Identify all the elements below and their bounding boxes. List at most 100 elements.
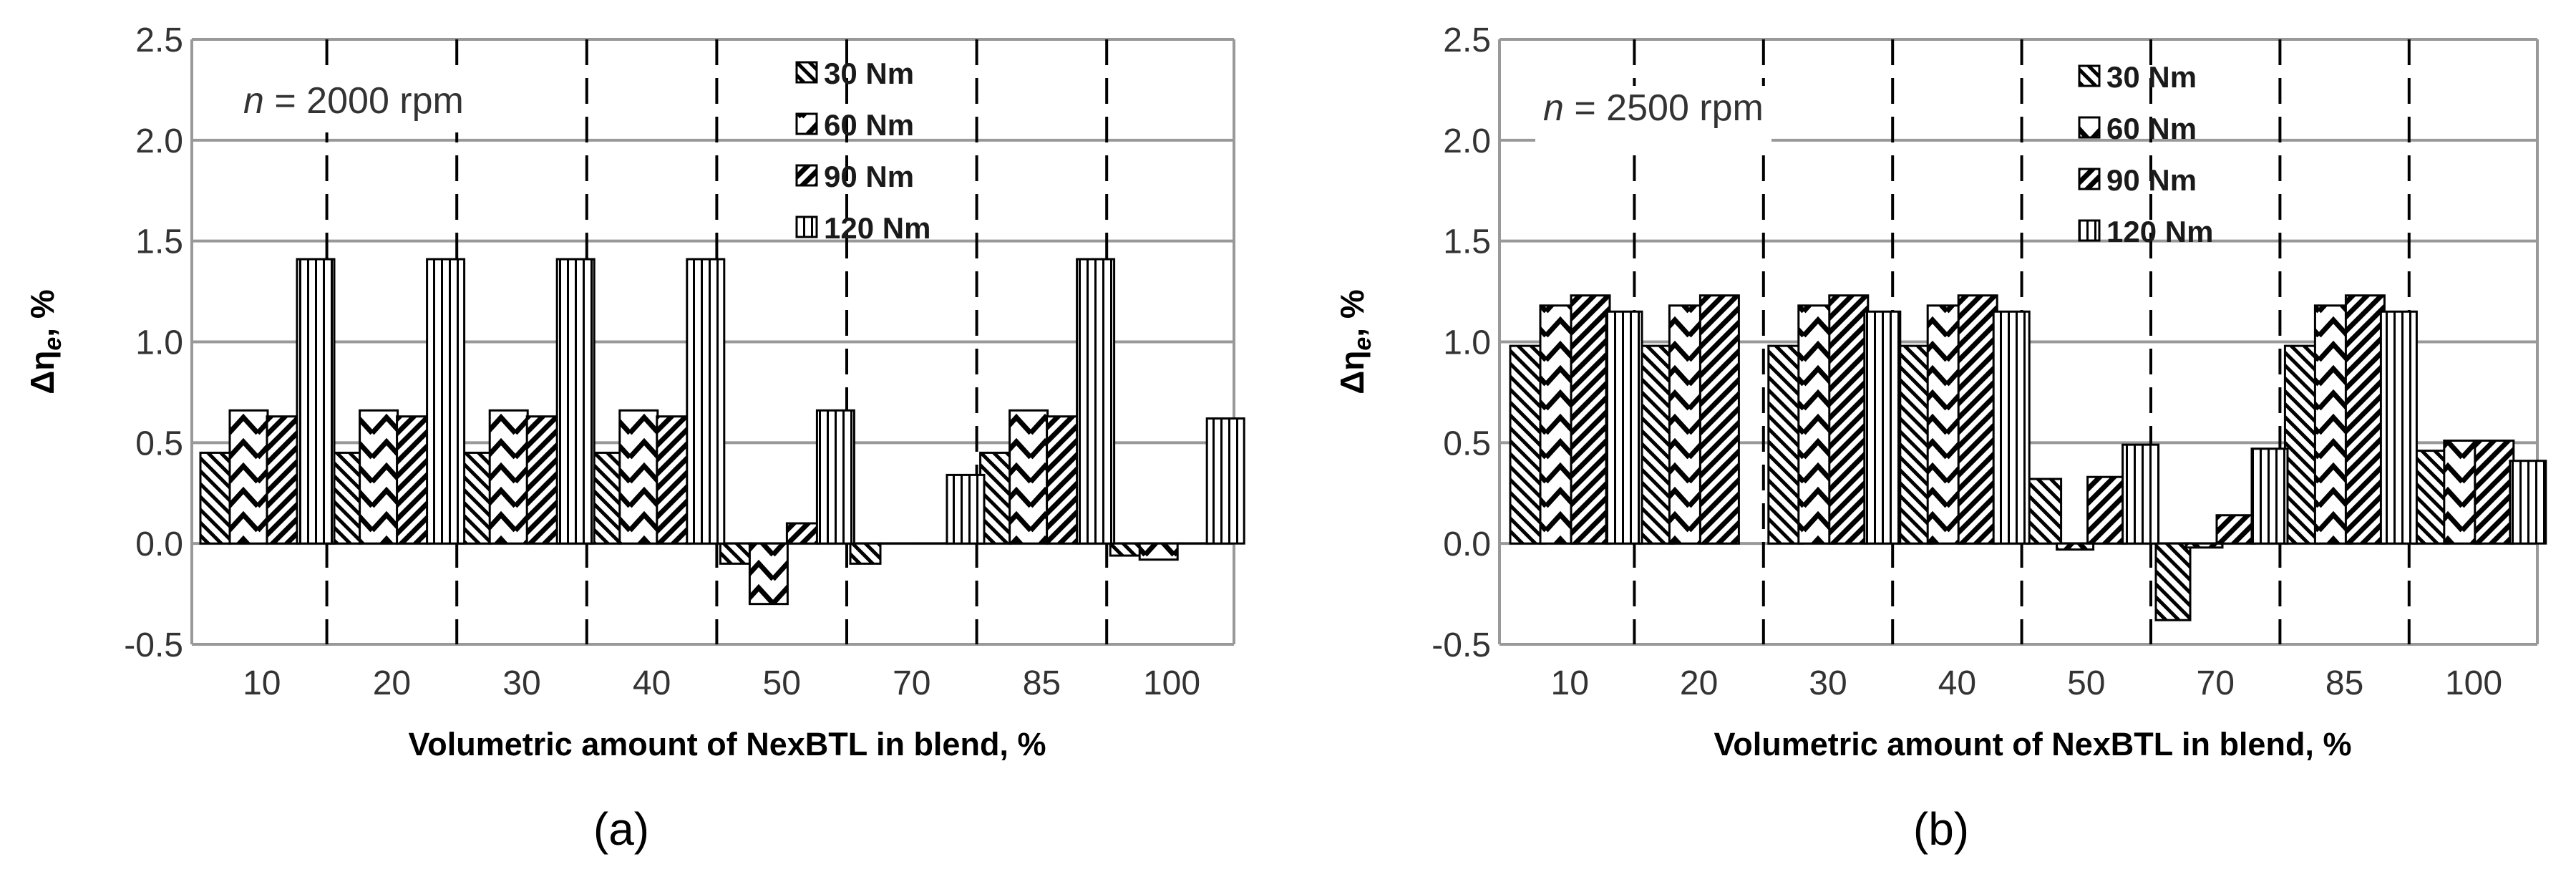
bar-30nm-70 [849, 542, 882, 565]
y-tick-label: 1.5 [135, 223, 183, 261]
x-tick-label: 30 [1809, 664, 1847, 702]
x-tick-label: 20 [1680, 664, 1718, 702]
bar-60nm-20 [359, 409, 399, 545]
bar-120nm-70 [946, 473, 986, 545]
legend-label: 60 Nm [824, 108, 914, 142]
bar-90nm-30 [525, 415, 560, 545]
bar-120nm-30 [1863, 310, 1902, 545]
y-axis-title: Δηe, % [1333, 289, 1376, 394]
legend-swatch [2078, 219, 2101, 242]
legend-label: 90 Nm [824, 160, 914, 193]
bar-60nm-50 [748, 542, 789, 606]
bar-60nm-40 [618, 409, 659, 545]
x-tick-label: 10 [1551, 664, 1589, 702]
y-axis-title-sub: e [39, 337, 67, 351]
x-tick-label: 10 [243, 664, 281, 702]
panel-label-b: (b) [1913, 803, 1969, 855]
bar-120nm-85 [1076, 258, 1116, 545]
bar-120nm-100 [1205, 417, 1245, 545]
bar-90nm-50 [2086, 475, 2128, 545]
bar-90nm-40 [1957, 294, 1998, 545]
bar-60nm-10 [228, 409, 269, 545]
bar-120nm-50 [815, 409, 855, 545]
bar-90nm-30 [1828, 294, 1870, 545]
bar-90nm-70 [2215, 514, 2257, 545]
bar-60nm-30 [488, 409, 529, 545]
bar-30nm-70 [2154, 542, 2192, 621]
y-tick-label: 0.0 [1443, 525, 1491, 563]
x-tick-label: 40 [633, 664, 671, 702]
y-tick-label: 2.0 [135, 122, 183, 160]
y-axis-title-main: Δη [24, 351, 61, 394]
chart-panel-b: n = 2500 rpm -0.5 0.0 0.5 1.0 1.5 2.0 2.5 10 20… [1333, 21, 2547, 855]
bar-120nm-10 [1605, 310, 1643, 545]
y-tick-label: 1.0 [1443, 324, 1491, 362]
legend-label: 30 Nm [2106, 60, 2197, 94]
speed-variable: n [1543, 87, 1564, 129]
x-tick-label: 100 [1143, 664, 1200, 702]
y-tick-label: 0.5 [1443, 425, 1491, 462]
bar-120nm-70 [2250, 447, 2289, 545]
legend-swatch [795, 112, 818, 135]
speed-label-box [1535, 86, 1771, 149]
x-tick-label: 50 [763, 664, 801, 702]
speed-value: = 2000 rpm [264, 80, 464, 122]
y-axis-title-suffix: , % [1333, 289, 1371, 336]
y-axis-title: Δηe, % [24, 289, 67, 394]
bar-90nm-40 [656, 415, 691, 545]
y-tick-label: 0.5 [135, 425, 183, 462]
bar-90nm-100 [2474, 440, 2515, 545]
bar-120nm-40 [686, 258, 726, 545]
y-tick-label: 2.0 [1443, 122, 1491, 160]
y-tick-label: -0.5 [1432, 626, 1491, 664]
bar-30nm-10 [1509, 344, 1546, 545]
speed-value: = 2500 rpm [1564, 87, 1764, 129]
bar-30nm-50 [2026, 478, 2063, 545]
bar-120nm-20 [426, 258, 466, 545]
y-tick-label: 1.0 [135, 324, 183, 362]
bar-90nm-20 [396, 415, 431, 545]
legend-swatch [795, 215, 818, 238]
legend-swatch [2078, 116, 2101, 139]
legend-label: 60 Nm [2106, 112, 2197, 145]
x-tick-label: 50 [2067, 664, 2105, 702]
y-axis-title-main: Δη [1333, 351, 1371, 394]
chart-panel-a: n = 2000 rpm -0.5 0.0 0.5 1.0 1.5 2.0 2.5 10 20… [24, 21, 1245, 855]
y-axis-title-sub: e [1349, 337, 1376, 351]
bar-90nm-85 [2344, 294, 2386, 545]
x-tick-label: 40 [1938, 664, 1976, 702]
legend-swatch [795, 61, 818, 84]
bar-90nm-10 [266, 415, 301, 545]
bar-30nm-100 [1109, 542, 1142, 557]
bar-30nm-50 [719, 542, 752, 565]
y-tick-label: 1.5 [1443, 223, 1491, 261]
x-axis-title: Volumetric amount of NexBTL in blend, % [1714, 726, 2352, 762]
y-axis-title-suffix: , % [24, 289, 61, 336]
x-axis-title: Volumetric amount of NexBTL in blend, % [409, 726, 1046, 762]
bar-60nm-85 [1008, 409, 1049, 545]
x-tick-label: 70 [893, 664, 930, 702]
bar-120nm-30 [555, 258, 596, 545]
bar-120nm-10 [296, 258, 336, 545]
speed-variable: n [243, 80, 264, 122]
bar-120nm-50 [2121, 443, 2160, 545]
x-tick-label: 100 [2445, 664, 2502, 702]
bar-120nm-85 [2379, 310, 2418, 545]
y-tick-label: -0.5 [124, 626, 183, 664]
bar-30nm-10 [199, 451, 232, 545]
legend-swatch [2078, 168, 2101, 190]
x-tick-label: 85 [1023, 664, 1061, 702]
legend-swatch [795, 164, 818, 187]
legend-swatch [2078, 64, 2101, 87]
y-tick-label: 0.0 [135, 525, 183, 563]
legend-label: 90 Nm [2106, 163, 2197, 197]
bar-60nm-100 [1138, 542, 1179, 561]
y-tick-label: 2.5 [135, 21, 183, 59]
legend-label: 30 Nm [824, 57, 914, 90]
x-tick-label: 70 [2197, 664, 2235, 702]
x-tick-label: 20 [373, 664, 411, 702]
y-tick-label: 2.5 [1443, 21, 1491, 59]
bar-30nm-30 [1767, 344, 1804, 545]
bar-30nm-85 [979, 451, 1012, 545]
